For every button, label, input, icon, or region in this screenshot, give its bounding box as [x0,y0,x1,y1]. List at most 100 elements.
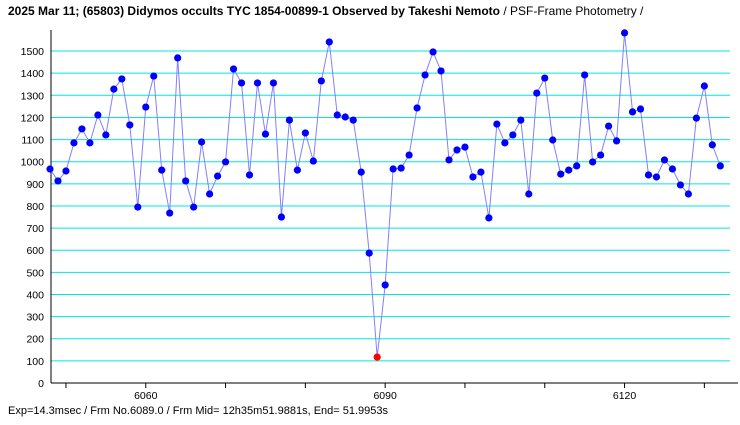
chart-footer: Exp=14.3msec / Frm No.6089.0 / Frm Mid= … [8,405,389,417]
data-point [565,166,573,174]
y-tick-label: 100 [26,356,44,368]
data-point [118,75,126,83]
data-point [309,157,317,165]
data-point [389,165,397,173]
data-point [341,113,349,121]
data-point [421,71,429,79]
chart-subtitle: / PSF-Frame Photometry / [503,4,644,18]
y-tick-label: 0 [38,378,44,390]
y-tick-label: 600 [26,245,44,257]
data-point [301,129,309,137]
data-point [525,190,533,198]
data-point [517,116,525,124]
data-point [700,82,708,90]
data-point [166,209,174,217]
x-tick-label: 6120 [613,390,637,402]
data-point [285,116,293,124]
y-tick-label: 800 [26,201,44,213]
data-point [349,116,357,124]
data-point [325,38,333,46]
data-point [190,203,198,211]
data-point [70,139,78,147]
data-point [62,167,70,175]
data-point [668,165,677,173]
data-point [692,114,700,122]
y-tick-label: 500 [26,267,44,279]
data-point [413,104,421,112]
y-tick-label: 1500 [21,46,45,58]
y-tick-label: 1100 [21,135,44,147]
data-point [78,125,86,133]
data-point [237,79,246,87]
data-point [142,103,150,111]
data-point [636,105,645,113]
data-point [605,122,613,130]
data-point [150,72,158,80]
data-point [397,164,405,172]
data-point [429,48,437,56]
data-point [381,281,389,289]
data-point [221,158,230,166]
y-tick-label: 300 [26,312,44,324]
y-tick-label: 1300 [21,90,45,102]
data-point [628,108,637,116]
highlight-data-point [373,353,381,361]
data-point [213,172,222,180]
data-point [541,74,549,82]
data-point [110,85,118,93]
data-point [253,79,262,87]
data-point [174,54,182,62]
data-point [333,111,341,119]
y-tick-label: 400 [26,289,44,301]
data-point [86,139,94,147]
data-point [134,203,142,211]
y-tick-label: 200 [26,334,44,346]
data-point [261,130,270,138]
y-tick-label: 1000 [21,157,45,169]
data-point [198,138,206,146]
data-point [126,121,134,129]
data-point [644,171,653,179]
data-point [589,158,597,166]
data-point [46,165,54,173]
data-point [573,162,581,170]
data-point [317,77,325,85]
data-point [277,213,286,221]
data-point [660,156,669,164]
data-point [533,89,541,97]
data-point [469,173,477,181]
data-point [716,162,724,170]
data-point [461,143,469,151]
data-point [54,177,62,185]
data-point [293,166,301,174]
data-point [357,168,365,176]
y-tick-label: 700 [26,223,44,235]
data-point [620,29,629,37]
x-tick-label: 6090 [373,390,397,402]
data-point [485,214,493,222]
data-point [501,139,509,147]
data-point [269,79,278,87]
data-point [206,190,214,198]
data-point [612,137,621,145]
data-point [581,71,589,79]
data-point [437,67,445,75]
data-point [229,65,238,73]
data-point [493,120,501,128]
chart-title-main: 2025 Mar 11; (65803) Didymos occults TYC… [8,4,500,18]
x-tick-label: 6060 [134,390,158,402]
data-point [245,171,254,179]
data-point [365,249,373,257]
data-point [652,173,661,181]
data-point [477,168,485,176]
data-point [182,177,190,185]
data-point [684,190,693,198]
data-point [158,166,166,174]
data-point [597,151,605,159]
data-point [549,136,557,144]
y-tick-label: 900 [26,179,44,191]
data-point [453,146,461,154]
data-point [445,156,453,164]
